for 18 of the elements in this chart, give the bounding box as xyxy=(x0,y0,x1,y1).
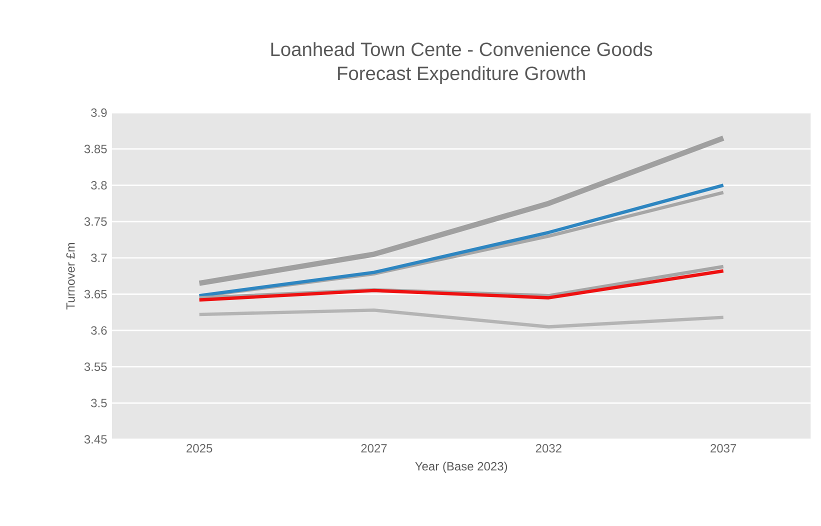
chart-title: Loanhead Town Cente - Convenience Goods Forecast Expenditure Growth xyxy=(271,42,652,84)
y-tick-label: 3.55 xyxy=(84,362,107,371)
x-tick-label: 2025 xyxy=(186,444,212,453)
x-axis-title: Year (Base 2023) xyxy=(415,462,508,473)
line-series xyxy=(198,308,726,328)
y-tick-label: 3.9 xyxy=(91,108,107,117)
y-tick-label: 3.8 xyxy=(91,181,107,190)
y-tick-label: 3.7 xyxy=(91,254,107,262)
y-tick-label: 3.85 xyxy=(84,144,107,154)
y-axis-title: Turnover £m xyxy=(66,243,75,310)
x-tick-label: 2032 xyxy=(536,444,562,453)
y-tick-label: 3.65 xyxy=(84,290,107,298)
y-tick-label: 3.5 xyxy=(91,398,107,408)
y-tick-label: 3.6 xyxy=(91,326,107,335)
y-tick-label: 3.75 xyxy=(84,217,107,226)
y-tick-label: 3.45 xyxy=(84,435,107,444)
x-tick-label: 2027 xyxy=(361,444,387,453)
x-tick-label: 2037 xyxy=(710,444,736,453)
